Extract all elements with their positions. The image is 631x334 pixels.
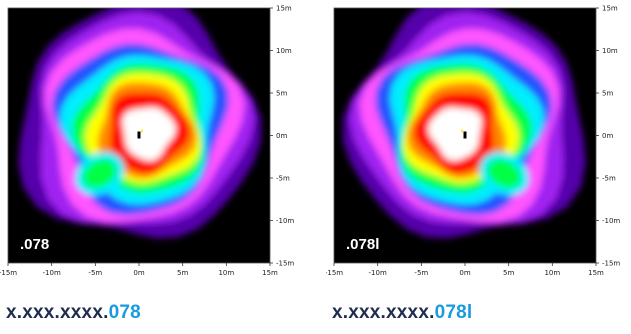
heatmap-contours	[343, 8, 586, 239]
y-tick-label: 10m	[276, 47, 292, 55]
y-tick-label: 10m	[602, 47, 618, 55]
x-tick-label: 15m	[262, 269, 278, 277]
caption-left: x.xxx.xxxx.078	[6, 302, 141, 324]
x-tick-label: 15m	[588, 269, 604, 277]
y-tick-label: 0m	[276, 132, 287, 140]
heatmap-plot-left: .078 -15m -10m -5m 0m 5m 10m 15m 15m 10m 5m 0m -5m -1…	[0, 5, 294, 278]
caption-prefix: x.xxx.xxxx.	[6, 302, 109, 323]
x-tick-label: -5m	[88, 269, 102, 277]
x-tick-label: -10m	[369, 269, 387, 277]
heatmap-contours	[18, 8, 261, 239]
y-tick-label: -5m	[276, 175, 290, 183]
x-tick-label: -15m	[0, 269, 17, 277]
x-tick-label: 10m	[218, 269, 234, 277]
caption-prefix: x.xxx.xxxx.	[332, 302, 435, 323]
chart-panel-right: .078l -15m -10m -5m 0m 5m 10m 15m 15m 10m 5m 0m -5m -…	[326, 0, 631, 334]
inset-label: .078	[20, 236, 49, 253]
caption-suffix: 078	[108, 302, 141, 323]
center-marker	[463, 131, 467, 139]
y-tick-label: -15m	[602, 260, 620, 268]
y-tick-label: 15m	[276, 5, 292, 13]
x-tick-label: -15m	[326, 269, 343, 277]
center-marker-highlight	[141, 129, 143, 133]
x-tick-label: 5m	[503, 269, 514, 277]
x-tick-label: -10m	[43, 269, 61, 277]
center-marker	[137, 131, 141, 139]
y-tick-label: -15m	[276, 260, 294, 268]
secondary-lobe-level-2	[487, 159, 522, 189]
x-tick-label: 0m	[133, 269, 144, 277]
y-tick-label: -10m	[276, 217, 294, 225]
caption-suffix: 078l	[434, 302, 473, 323]
inset-label: .078l	[346, 236, 379, 253]
x-tick-label: 0m	[459, 269, 470, 277]
center-marker-highlight	[461, 129, 463, 133]
contour-level-10	[122, 107, 176, 161]
contour-level-10	[428, 107, 482, 161]
heatmap-plot-right: .078l -15m -10m -5m 0m 5m 10m 15m 15m 10m 5m 0m -5m -…	[326, 5, 620, 278]
y-tick-label: 0m	[602, 132, 613, 140]
x-tick-label: 5m	[177, 269, 188, 277]
y-tick-label: 5m	[602, 90, 613, 98]
caption-right: x.xxx.xxxx.078l	[332, 302, 472, 324]
x-tick-label: -5m	[414, 269, 428, 277]
y-tick-label: -10m	[602, 217, 620, 225]
secondary-lobe-level-2	[82, 159, 117, 189]
chart-panel-left: .078 -15m -10m -5m 0m 5m 10m 15m 15m 10m 5m 0m -5m -1…	[0, 0, 305, 334]
y-tick-label: 15m	[602, 5, 618, 13]
y-tick-label: 5m	[276, 90, 287, 98]
x-tick-label: 10m	[544, 269, 560, 277]
y-tick-label: -5m	[602, 175, 616, 183]
